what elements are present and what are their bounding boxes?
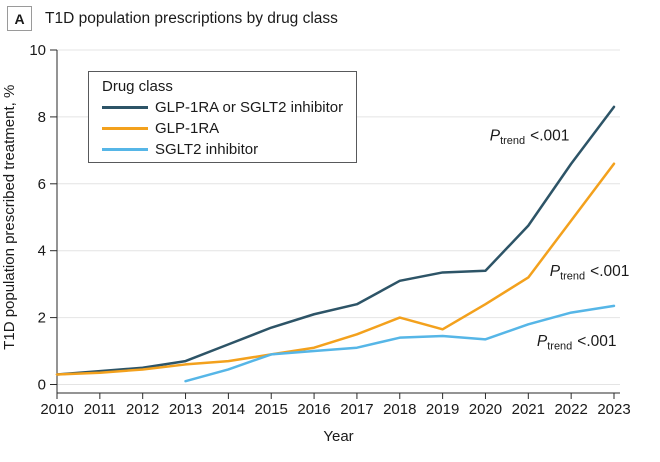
legend-item: SGLT2 inhibitor bbox=[102, 139, 356, 160]
x-tick-label: 2017 bbox=[340, 401, 373, 418]
x-tick-label: 2012 bbox=[126, 401, 159, 418]
x-tick-label: 2018 bbox=[383, 401, 416, 418]
series-line-glp-1ra bbox=[55, 162, 616, 376]
y-axis-title: T1D population prescribed treatment, % bbox=[1, 85, 18, 350]
p-trend-annotation: Ptrend <.001 bbox=[537, 333, 617, 353]
p-trend-annotation: Ptrend <.001 bbox=[490, 127, 570, 147]
x-tick-label: 2023 bbox=[597, 401, 630, 418]
legend-line-swatch bbox=[102, 148, 148, 151]
legend-box: Drug class GLP-1RA or SGLT2 inhibitor GLP… bbox=[88, 71, 357, 163]
legend-label: SGLT2 inhibitor bbox=[155, 141, 259, 158]
legend-rows: GLP-1RA or SGLT2 inhibitor GLP-1RA SGLT2 i… bbox=[102, 97, 356, 160]
panel-label: A bbox=[7, 6, 32, 31]
x-tick-label: 2015 bbox=[255, 401, 288, 418]
legend-line-swatch bbox=[102, 106, 148, 109]
series-line-sglt2-inhibitor bbox=[184, 304, 616, 383]
legend-label: GLP-1RA or SGLT2 inhibitor bbox=[155, 99, 344, 116]
x-tick-label: 2014 bbox=[212, 401, 245, 418]
x-tick-label: 2020 bbox=[469, 401, 502, 418]
y-tick-label: 0 bbox=[38, 377, 46, 394]
x-tick-label: 2022 bbox=[554, 401, 587, 418]
legend-label: GLP-1RA bbox=[155, 120, 220, 137]
p-trend-annotation: Ptrend <.001 bbox=[550, 263, 630, 283]
y-tick-label: 8 bbox=[38, 109, 46, 126]
x-tick-label: 2019 bbox=[426, 401, 459, 418]
series-line-glp-1ra-or-sglt2-inhibitor bbox=[55, 105, 616, 376]
x-tick-label: 2016 bbox=[297, 401, 330, 418]
figure-title: T1D population prescriptions by drug cla… bbox=[45, 9, 338, 27]
legend-title: Drug class bbox=[102, 78, 173, 95]
x-tick-label: 2010 bbox=[40, 401, 73, 418]
legend-line-swatch bbox=[102, 127, 148, 130]
x-tick-label: 2013 bbox=[169, 401, 202, 418]
legend-item: GLP-1RA or SGLT2 inhibitor bbox=[102, 97, 356, 118]
y-tick-label: 4 bbox=[38, 243, 46, 260]
x-tick-label: 2011 bbox=[84, 401, 116, 418]
y-tick-label: 2 bbox=[38, 310, 46, 327]
legend-item: GLP-1RA bbox=[102, 118, 356, 139]
y-tick-label: 6 bbox=[38, 176, 46, 193]
x-tick-label: 2021 bbox=[512, 401, 545, 418]
figure-header: A T1D population prescriptions by drug c… bbox=[7, 6, 338, 31]
y-tick-label: 10 bbox=[29, 42, 46, 59]
x-axis-title: Year bbox=[323, 428, 353, 445]
